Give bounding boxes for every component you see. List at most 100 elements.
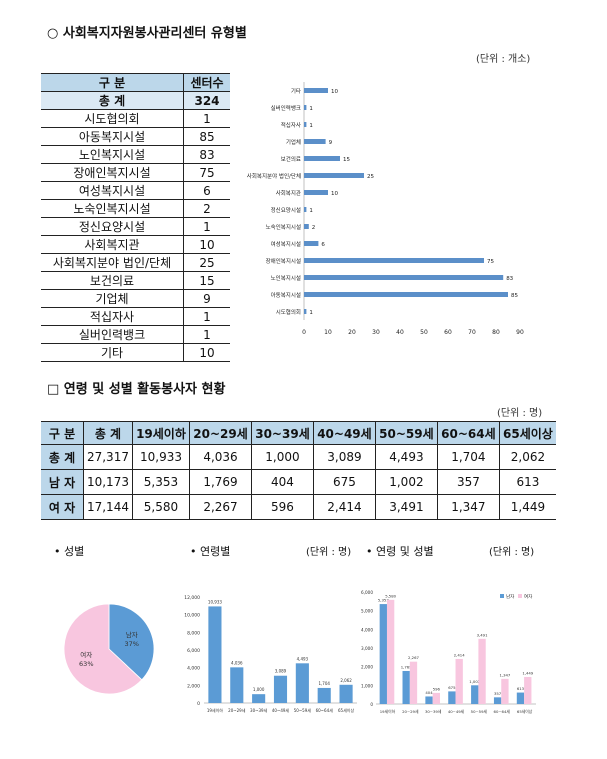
header-cell: 센터수 [183,73,230,92]
data-label: 15 [343,157,350,163]
tick-label: 4,000 [187,666,200,672]
bar [304,156,340,161]
tick-label: 8,000 [187,630,200,636]
slice-label: 남자 [126,630,138,639]
data-label: 1 [309,310,313,316]
tick-label: 6,000 [187,648,200,654]
data-label: 596 [433,686,441,691]
table-cell: 1,704 [436,444,500,470]
bar [379,604,387,704]
category-label: 50~59세 [294,707,312,713]
section1-unit: (단위 : 개소) [476,54,531,65]
tick-label: 90 [516,329,524,336]
header-cell: 40~49세 [312,421,376,445]
row-value: 25 [183,253,230,272]
bar [455,658,463,704]
data-label: 1 [309,106,313,112]
category-label: 사회복지관 [276,189,301,197]
bar [304,224,309,229]
tick-label: 5,000 [361,609,373,614]
data-label: 2,062 [340,678,352,683]
bar [471,685,479,704]
bar [304,122,307,127]
bar [304,105,307,110]
table-cell: 1,769 [189,469,252,495]
row-value: 9 [183,289,230,308]
tick-label: 2,000 [361,665,373,670]
bar [304,88,328,93]
bar [304,275,504,280]
bar [425,696,433,704]
category-label: 적십자사 [281,121,301,129]
tick-label: 20 [348,329,356,336]
data-label: 75 [487,259,494,265]
tick-label: 12,000 [184,595,200,601]
bar [409,661,418,704]
row-value: 15 [183,271,230,290]
table-cell: 1,002 [374,469,438,495]
header-cell: 20~29세 [189,421,252,445]
row-value: 1 [183,307,230,326]
row-label: 남 자 [41,469,84,495]
bar [516,692,525,704]
age-caption: • 연령별 [190,545,231,558]
table-cell: 17,144 [83,494,133,520]
section2-unit: (단위 : 명) [497,408,543,419]
category-label: 65세이상 [517,709,533,714]
data-label: 3,491 [477,632,488,637]
tick-label: 50 [420,329,428,336]
row-label: 기업체 [41,289,184,308]
bar [295,663,309,703]
table-cell: 2,267 [189,494,252,520]
slice-label: 여자 [80,650,92,659]
pie-slice [108,603,155,681]
slice-value: 37% [124,640,138,648]
category-label: 노인복지시설 [271,274,301,282]
data-label: 6 [321,242,325,248]
legend-label: 여자 [524,593,533,600]
row-label: 사회복지분야 법인/단체 [41,253,184,272]
row-label: 실버인력뱅크 [41,325,184,344]
row-value: 10 [183,235,230,254]
data-label: 10 [331,191,338,197]
bar [432,692,440,704]
row-label: 여 자 [41,494,84,520]
tick-label: 0 [197,701,200,707]
header-cell: 구 분 [41,421,84,445]
row-value: 10 [183,343,230,362]
bar [524,676,532,704]
table-row: 총 계 27,317 10,933 4,036 1,000 3,089 4,493 1,704… [41,444,556,470]
tick-label: 2,000 [187,683,200,689]
category-label: 사회복지분야 법인/단체 [247,172,301,180]
data-label: 1,347 [499,672,510,677]
section1-title: ○ 사회복지자원봉사관리센터 유형별 [47,26,247,41]
data-label: 1 [309,123,313,129]
header-cell: 19세이하 [131,421,191,445]
row-label: 아동복지시설 [41,127,184,146]
table-row: 사회복지관 10 [41,235,230,254]
tick-label: 30 [372,329,380,336]
bar [304,309,307,314]
data-label: 1 [309,208,313,214]
bar [208,606,222,703]
header-cell: 구 분 [41,73,184,92]
bar [304,190,328,195]
row-value: 2 [183,199,230,218]
row-value: 1 [183,217,230,236]
data-label: 675 [448,685,456,690]
agegender-caption: • 연령 및 성별 [366,545,434,558]
data-label: 404 [425,690,433,695]
agegender-unit: (단위 : 명) [489,547,535,558]
category-label: 실버인력뱅크 [271,104,301,112]
tick-label: 0 [370,702,373,707]
category-label: 30~39세 [250,707,268,713]
row-label: 기타 [41,343,184,362]
bar [339,684,353,703]
tick-label: 70 [468,329,476,336]
table-cell: 10,933 [131,444,191,470]
row-label: 노인복지시설 [41,145,184,164]
legend-label: 남자 [506,593,515,600]
data-label: 10 [331,89,338,95]
